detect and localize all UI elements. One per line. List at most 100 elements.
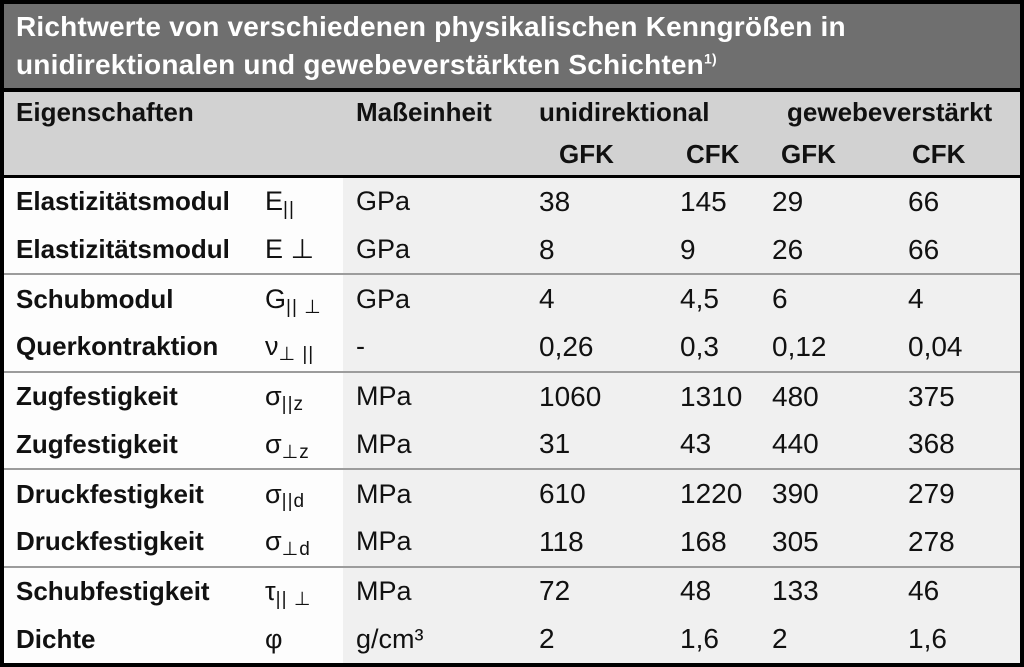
footnote-marker: 1) xyxy=(704,50,717,67)
value-cell: 145 xyxy=(680,178,772,226)
value-cell: 2 xyxy=(772,615,908,663)
symbol-main: τ xyxy=(265,575,276,606)
value-cell: 9 xyxy=(680,225,772,274)
value-cell: 118 xyxy=(539,517,680,566)
value-cell: 0,12 xyxy=(772,323,908,371)
subcolumn-header-cfk-uni: CFK xyxy=(686,138,740,169)
value-cell: 375 xyxy=(908,372,1020,421)
value-cell: 168 xyxy=(680,517,772,566)
value-cell: 0,04 xyxy=(908,323,1020,371)
symbol-main: σ xyxy=(265,478,282,509)
value-cell: 26 xyxy=(772,225,908,274)
value-cell: 38 xyxy=(539,178,680,226)
value-cell: 133 xyxy=(772,567,908,616)
table-row: Zugfestigkeit σ ||z MPa 1060 1310 480 375 xyxy=(4,370,1020,421)
subcolumn-header-gfk-gewebe: GFK xyxy=(781,138,836,169)
column-header-eigenschaften: Eigenschaften xyxy=(16,97,194,128)
symbol-subscript: ||z xyxy=(281,393,305,415)
symbol-subscript: ⊥z xyxy=(281,441,310,463)
table-row: Elastizitätsmodul E ⊥ GPa 8 9 26 66 xyxy=(4,225,1020,274)
unit-cell: MPa xyxy=(343,567,539,616)
symbol-cell: σ ||z xyxy=(253,372,343,421)
value-cell: 43 xyxy=(680,420,772,469)
property-cell: Druckfestigkeit xyxy=(4,470,253,518)
table-row: Schubfestigkeit τ || ⊥ MPa 72 48 133 46 xyxy=(4,565,1020,616)
value-cell: 305 xyxy=(772,517,908,566)
header-row-main: Eigenschaften Maßeinheit unidirektional … xyxy=(4,92,1020,134)
property-cell: Elastizitätsmodul xyxy=(4,178,253,226)
value-cell: 0,26 xyxy=(539,323,680,371)
symbol-main: σ xyxy=(265,526,282,557)
symbol-cell: τ || ⊥ xyxy=(253,567,343,616)
value-cell: 72 xyxy=(539,567,680,616)
value-cell: 368 xyxy=(908,420,1020,469)
symbol-subscript: ⊥d xyxy=(281,539,311,561)
value-cell: 610 xyxy=(539,470,680,518)
symbol-main: σ xyxy=(265,381,282,412)
symbol-subscript: || ⊥ xyxy=(286,296,322,318)
value-cell: 1,6 xyxy=(908,615,1020,663)
value-cell: 1,6 xyxy=(680,615,772,663)
table-row: Druckfestigkeit σ ||d MPa 610 1220 390 279 xyxy=(4,468,1020,518)
value-cell: 279 xyxy=(908,470,1020,518)
value-cell: 0,3 xyxy=(680,323,772,371)
value-cell: 66 xyxy=(908,225,1020,274)
unit-cell: MPa xyxy=(343,372,539,421)
table-row: Zugfestigkeit σ ⊥z MPa 31 43 440 368 xyxy=(4,420,1020,469)
value-cell: 46 xyxy=(908,567,1020,616)
table-body: Elastizitätsmodul E || GPa 38 145 29 66 Elastizi… xyxy=(4,178,1020,663)
property-cell: Zugfestigkeit xyxy=(4,372,253,421)
value-cell: 1060 xyxy=(539,372,680,421)
unit-cell: GPa xyxy=(343,225,539,274)
title-line-2: unidirektionalen und gewebeverstärkten S… xyxy=(16,46,1020,84)
symbol-cell: G || ⊥ xyxy=(253,275,343,324)
unit-cell: MPa xyxy=(343,420,539,469)
unit-cell: MPa xyxy=(343,517,539,566)
symbol-cell: φ xyxy=(253,615,343,663)
table-title: Richtwerte von verschiedenen physikalisc… xyxy=(4,4,1020,92)
table-row: Querkontraktion ν ⊥ || -0,26 0,3 0,12 0,04 xyxy=(4,323,1020,371)
value-cell: 4 xyxy=(908,275,1020,324)
subcolumn-header-cfk-gewebe: CFK xyxy=(912,138,966,169)
subcolumn-header-gfk-uni: GFK xyxy=(559,138,614,169)
header-row-sub: GFK CFK GFK CFK xyxy=(4,134,1020,176)
value-cell: 4 xyxy=(539,275,680,324)
property-cell: Zugfestigkeit xyxy=(4,420,253,469)
symbol-cell: E ⊥ xyxy=(253,225,343,274)
table-row: Druckfestigkeit σ ⊥d MPa 118 168 305 278 xyxy=(4,517,1020,566)
table-row: Schubmodul G || ⊥ GPa 4 4,5 6 4 xyxy=(4,273,1020,324)
table-row: Dichte φ g/cm³ 2 1,6 2 1,6 xyxy=(4,615,1020,663)
unit-cell: g/cm³ xyxy=(343,615,539,663)
symbol-cell: σ ||d xyxy=(253,470,343,518)
title-line-2-text: unidirektionalen und gewebeverstärkten S… xyxy=(16,49,704,80)
symbol-cell: σ ⊥d xyxy=(253,517,343,566)
symbol-main: σ xyxy=(265,428,282,459)
value-cell: 8 xyxy=(539,225,680,274)
symbol-main: E ⊥ xyxy=(265,234,315,265)
value-cell: 278 xyxy=(908,517,1020,566)
value-cell: 4,5 xyxy=(680,275,772,324)
symbol-cell: ν ⊥ || xyxy=(253,323,343,371)
property-cell: Druckfestigkeit xyxy=(4,517,253,566)
value-cell: 2 xyxy=(539,615,680,663)
value-cell: 440 xyxy=(772,420,908,469)
property-cell: Elastizitätsmodul xyxy=(4,225,253,274)
symbol-main: G xyxy=(265,283,287,314)
table-row: Elastizitätsmodul E || GPa 38 145 29 66 xyxy=(4,178,1020,226)
value-cell: 1310 xyxy=(680,372,772,421)
value-cell: 29 xyxy=(772,178,908,226)
property-cell: Dichte xyxy=(4,615,253,663)
unit-cell: GPa xyxy=(343,275,539,324)
symbol-cell: E || xyxy=(253,178,343,226)
title-line-1: Richtwerte von verschiedenen physikalisc… xyxy=(16,11,846,42)
value-cell: 1220 xyxy=(680,470,772,518)
value-cell: 390 xyxy=(772,470,908,518)
unit-cell: - xyxy=(343,323,539,371)
column-group-gewebeverstaerkt: gewebeverstärkt xyxy=(787,97,993,128)
symbol-subscript: ||d xyxy=(281,491,306,513)
symbol-cell: σ ⊥z xyxy=(253,420,343,469)
value-cell: 6 xyxy=(772,275,908,324)
column-header-masseinheit: Maßeinheit xyxy=(356,97,492,128)
unit-cell: MPa xyxy=(343,470,539,518)
